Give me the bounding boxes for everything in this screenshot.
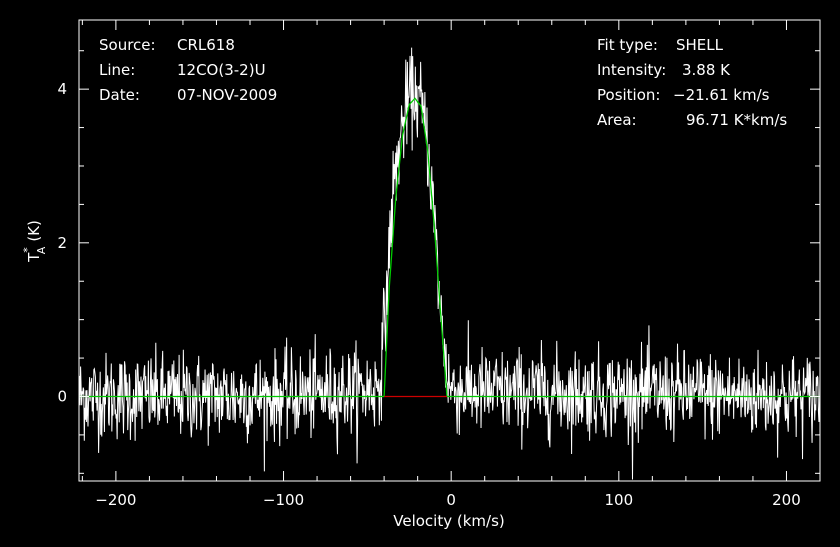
info-fittype-value: SHELL bbox=[676, 36, 724, 54]
info-area-value: 96.71 K*km/s bbox=[686, 111, 787, 129]
y-axis-label-sup: * bbox=[21, 247, 34, 253]
info-source-value: CRL618 bbox=[177, 36, 235, 54]
x-tick-label: 0 bbox=[446, 491, 456, 509]
x-tick-label: −200 bbox=[95, 491, 136, 509]
spectrum-line bbox=[79, 47, 820, 480]
info-right: Fit type: SHELL Intensity: 3.88 K Positi… bbox=[597, 36, 787, 129]
y-axis-label-symbol: T bbox=[25, 252, 43, 263]
info-intensity-value: 3.88 K bbox=[682, 61, 731, 79]
y-tick-label: 4 bbox=[57, 80, 67, 98]
fit-line bbox=[79, 97, 820, 398]
info-area-key: Area: bbox=[597, 111, 637, 129]
y-axis-label: T*A (K) bbox=[21, 220, 48, 263]
data-layer bbox=[79, 47, 820, 480]
info-fittype-key: Fit type: bbox=[597, 36, 658, 54]
y-axis-label-sub: A bbox=[35, 246, 48, 254]
svg-text:T*A(K): T*A (K) bbox=[21, 220, 48, 263]
info-date-key: Date: bbox=[99, 86, 140, 104]
x-axis-label: Velocity (km/s) bbox=[393, 512, 504, 530]
info-position-value: −21.61 km/s bbox=[673, 86, 770, 104]
y-axis-label-unit: (K) bbox=[25, 220, 43, 242]
info-line-key: Line: bbox=[99, 61, 135, 79]
x-tick-label: −100 bbox=[263, 491, 304, 509]
x-tick-label: 200 bbox=[772, 491, 801, 509]
y-tick-label: 2 bbox=[57, 234, 67, 252]
info-intensity-key: Intensity: bbox=[597, 61, 666, 79]
info-line-value: 12CO(3-2)U bbox=[177, 61, 266, 79]
labels-layer: Velocity (km/s) T*A (K) Source: CRL618 Li… bbox=[21, 36, 787, 530]
x-tick-label: 100 bbox=[605, 491, 634, 509]
plot-frame bbox=[78, 19, 821, 482]
y-tick-label: 0 bbox=[57, 387, 67, 405]
info-source-key: Source: bbox=[99, 36, 156, 54]
info-date-value: 07-NOV-2009 bbox=[177, 86, 277, 104]
info-left: Source: CRL618 Line: 12CO(3-2)U Date: 07… bbox=[99, 36, 277, 104]
info-position-key: Position: bbox=[597, 86, 660, 104]
axes-layer: −200 −100 0 100 200 0 2 4 bbox=[57, 19, 821, 509]
